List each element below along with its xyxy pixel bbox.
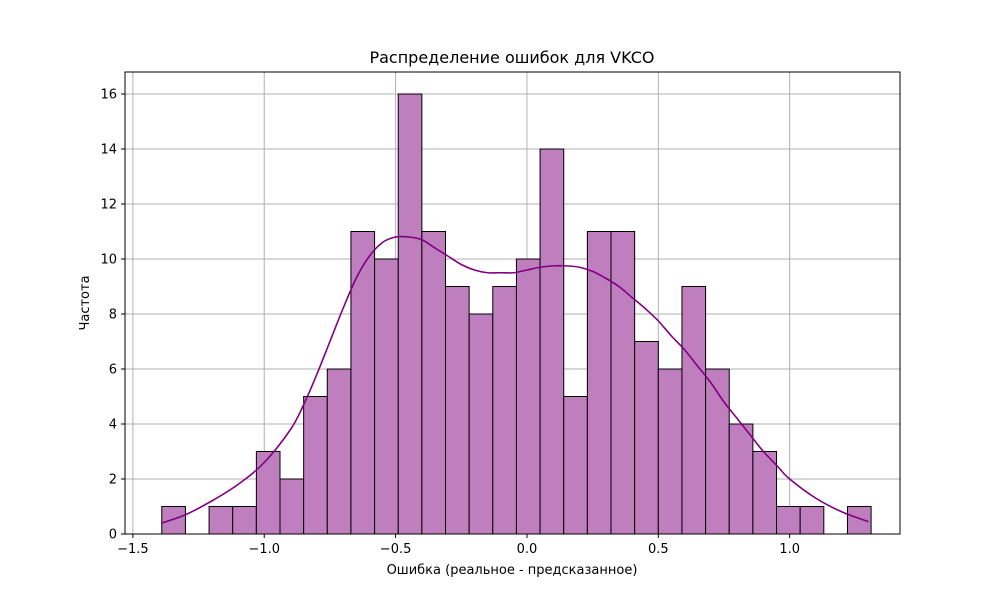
histogram-bars [161, 93, 872, 535]
y-tick-label: 14 [100, 143, 117, 158]
histogram-bar [421, 231, 447, 535]
histogram-bar [634, 341, 659, 535]
histogram-bar [350, 231, 376, 535]
histogram-bar [255, 451, 281, 535]
chart-title: Распределение ошибок для VKCO [369, 48, 654, 67]
plot-area-frame [124, 71, 901, 535]
histogram-bar [445, 286, 470, 535]
x-tick-label: 0.0 [517, 542, 538, 557]
histogram-bar [776, 506, 801, 535]
histogram-bar [610, 231, 636, 535]
histogram-bar [681, 286, 707, 535]
histogram-bar [492, 286, 517, 535]
histogram-bar [208, 506, 234, 535]
y-tick-label: 10 [100, 253, 117, 268]
histogram-bar [752, 451, 778, 535]
x-tick-label: 1.0 [779, 542, 800, 557]
histogram-bar [728, 423, 754, 535]
histogram-bar [303, 396, 328, 535]
x-axis-ticks: −1.5 −1.0 −0.5 0.0 0.5 1.0 [117, 534, 800, 557]
y-tick-label: 6 [109, 363, 117, 378]
histogram-bar [515, 258, 541, 535]
x-tick-label: 0.5 [648, 542, 669, 557]
y-tick-label: 4 [109, 418, 117, 433]
y-axis-ticks: 0 2 4 6 8 10 12 14 16 [100, 88, 125, 543]
histogram-bar [563, 396, 588, 535]
histogram-bar [657, 368, 683, 535]
histogram-bar [539, 148, 565, 535]
histogram-bar [326, 368, 352, 535]
histogram-bar [161, 506, 186, 535]
x-tick-label: −0.5 [380, 542, 412, 557]
histogram-bar [232, 506, 257, 535]
y-axis-label: Частота [78, 275, 93, 330]
x-tick-label: −1.5 [117, 542, 149, 557]
kde-curve-group [161, 235, 869, 524]
histogram-bar [279, 478, 305, 535]
histogram-bar [586, 231, 612, 535]
histogram-bar [397, 93, 423, 535]
histogram-bar [374, 258, 399, 535]
x-tick-label: −1.0 [248, 542, 280, 557]
y-tick-label: 12 [100, 198, 117, 213]
x-axis-label: Ошибка (реальное - предсказанное) [387, 563, 638, 578]
y-tick-label: 16 [100, 88, 117, 103]
histogram-bar [846, 506, 872, 535]
y-tick-label: 2 [109, 473, 117, 488]
y-tick-label: 0 [109, 528, 117, 543]
histogram-bar [468, 313, 494, 535]
histogram-bar [799, 506, 825, 535]
y-tick-label: 8 [109, 308, 117, 323]
kde-curve [161, 235, 869, 524]
